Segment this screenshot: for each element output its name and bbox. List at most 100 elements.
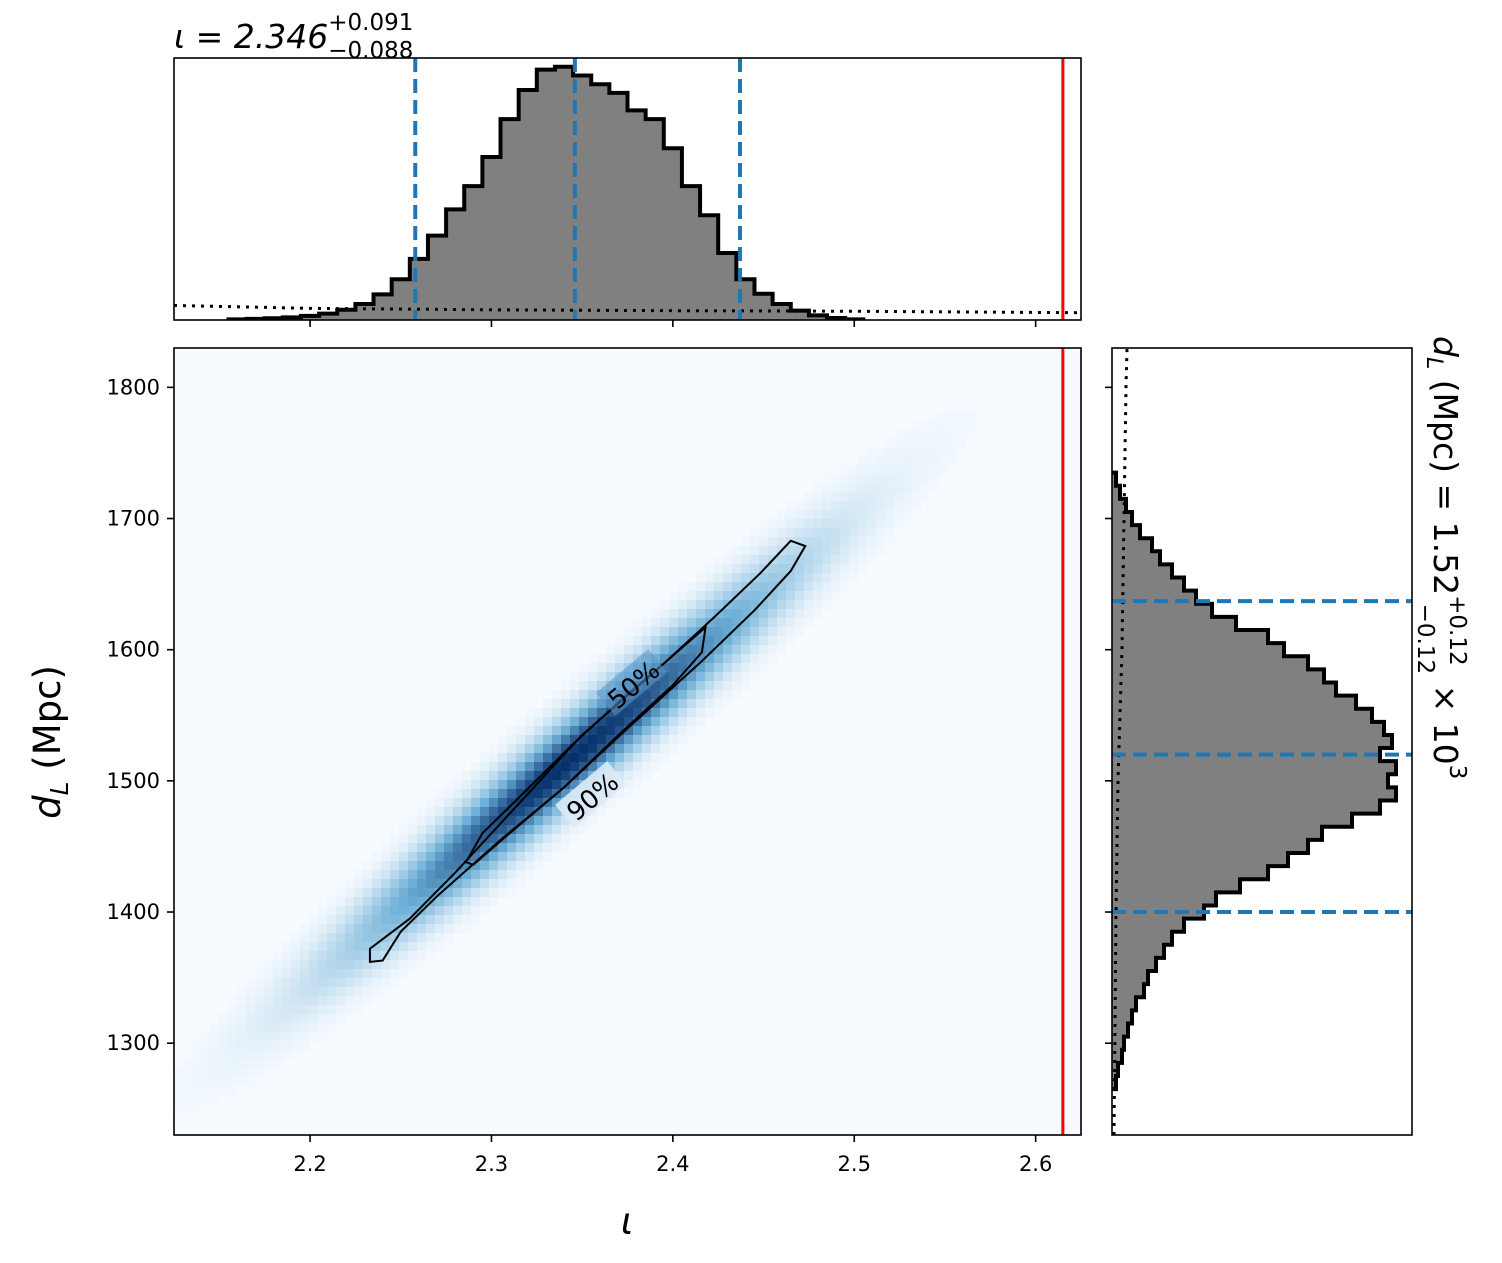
heatmap-cell [471, 915, 481, 925]
heatmap-cell [561, 789, 571, 799]
heatmap-cell [525, 744, 535, 754]
heatmap-cell [399, 951, 409, 961]
heatmap-cell [885, 528, 895, 538]
heatmap-cell [300, 996, 310, 1006]
heatmap-cell [678, 690, 688, 700]
heatmap-cell [705, 582, 715, 592]
heatmap-cell [660, 654, 670, 664]
heatmap-cell [615, 735, 625, 745]
top-hist-bar [772, 303, 792, 320]
heatmap-cell [714, 636, 724, 646]
heatmap-cell [309, 1005, 319, 1015]
heatmap-cell [381, 897, 391, 907]
y-axis-label-d: d [26, 795, 69, 819]
heatmap-cell [624, 627, 634, 637]
heatmap-cell [750, 564, 760, 574]
heatmap-cell [246, 1023, 256, 1033]
heatmap-cell [786, 618, 796, 628]
heatmap-cell [336, 960, 346, 970]
heatmap-cell [534, 825, 544, 835]
top-hist-bar [663, 148, 683, 320]
heatmap-cell [777, 528, 787, 538]
heatmap-cell [588, 762, 598, 772]
top-hist-bar [355, 303, 375, 320]
heatmap-cell [921, 492, 931, 502]
heatmap-cell [723, 573, 733, 583]
heatmap-cell [453, 843, 463, 853]
heatmap-cell [336, 906, 346, 916]
heatmap-cell [543, 771, 553, 781]
heatmap-cell [750, 609, 760, 619]
heatmap-cell [678, 654, 688, 664]
heatmap-cell [804, 618, 814, 628]
heatmap-cell [426, 861, 436, 871]
heatmap-cell [525, 753, 535, 763]
heatmap-cell [408, 933, 418, 943]
heatmap-cell [327, 951, 337, 961]
heatmap-cell [435, 843, 445, 853]
heatmap-cell [282, 1005, 292, 1015]
heatmap-cell [435, 807, 445, 817]
heatmap-cell [525, 843, 535, 853]
heatmap-cell [381, 870, 391, 880]
heatmap-cell [858, 501, 868, 511]
heatmap-cell [903, 429, 913, 439]
heatmap-cell [948, 456, 958, 466]
heatmap-cell [777, 537, 787, 547]
heatmap-cell [417, 933, 427, 943]
heatmap-cell [291, 987, 301, 997]
x-tick-label: 2.5 [838, 1152, 871, 1176]
heatmap-cell [318, 996, 328, 1006]
heatmap-cell [633, 645, 643, 655]
heatmap-cell [813, 573, 823, 583]
heatmap-cell [759, 546, 769, 556]
heatmap-cell [867, 528, 877, 538]
heatmap-cell [552, 798, 562, 808]
heatmap-cell [444, 915, 454, 925]
heatmap-cell [678, 591, 688, 601]
heatmap-cell [354, 969, 364, 979]
heatmap-cell [849, 483, 859, 493]
heatmap-cell [345, 888, 355, 898]
heatmap-cell [525, 852, 535, 862]
heatmap-cell [372, 933, 382, 943]
heatmap-cell [309, 942, 319, 952]
heatmap-cell [669, 618, 679, 628]
heatmap-cell [192, 1077, 202, 1087]
heatmap-cell [372, 870, 382, 880]
right-hist-bar [1112, 892, 1216, 907]
heatmap-cell [417, 807, 427, 817]
heatmap-cell [795, 537, 805, 547]
heatmap-cell [858, 564, 868, 574]
heatmap-cell [795, 555, 805, 565]
heatmap-cell [354, 870, 364, 880]
heatmap-cell [543, 816, 553, 826]
heatmap-cell [804, 510, 814, 520]
heatmap-cell [453, 888, 463, 898]
heatmap-cell [363, 987, 373, 997]
heatmap-cell [624, 771, 634, 781]
heatmap-cell [345, 933, 355, 943]
heatmap-cell [390, 933, 400, 943]
heatmap-cell [489, 744, 499, 754]
heatmap-cell [444, 888, 454, 898]
heatmap-cell [588, 672, 598, 682]
heatmap-cell [480, 843, 490, 853]
heatmap-cell [408, 906, 418, 916]
heatmap-cell [750, 618, 760, 628]
heatmap-cell [399, 969, 409, 979]
heatmap-cell [507, 753, 517, 763]
heatmap-cell [660, 636, 670, 646]
heatmap-cell [741, 564, 751, 574]
heatmap-cell [831, 519, 841, 529]
heatmap-cell [849, 474, 859, 484]
heatmap-cell [651, 717, 661, 727]
heatmap-cell [444, 798, 454, 808]
right-hist-bar [1112, 630, 1268, 644]
heatmap-cell [759, 591, 769, 601]
heatmap-cell [453, 834, 463, 844]
heatmap-cell [273, 1032, 283, 1042]
heatmap-cell [174, 1095, 184, 1105]
heatmap-cell [462, 771, 472, 781]
heatmap-cell [561, 843, 571, 853]
